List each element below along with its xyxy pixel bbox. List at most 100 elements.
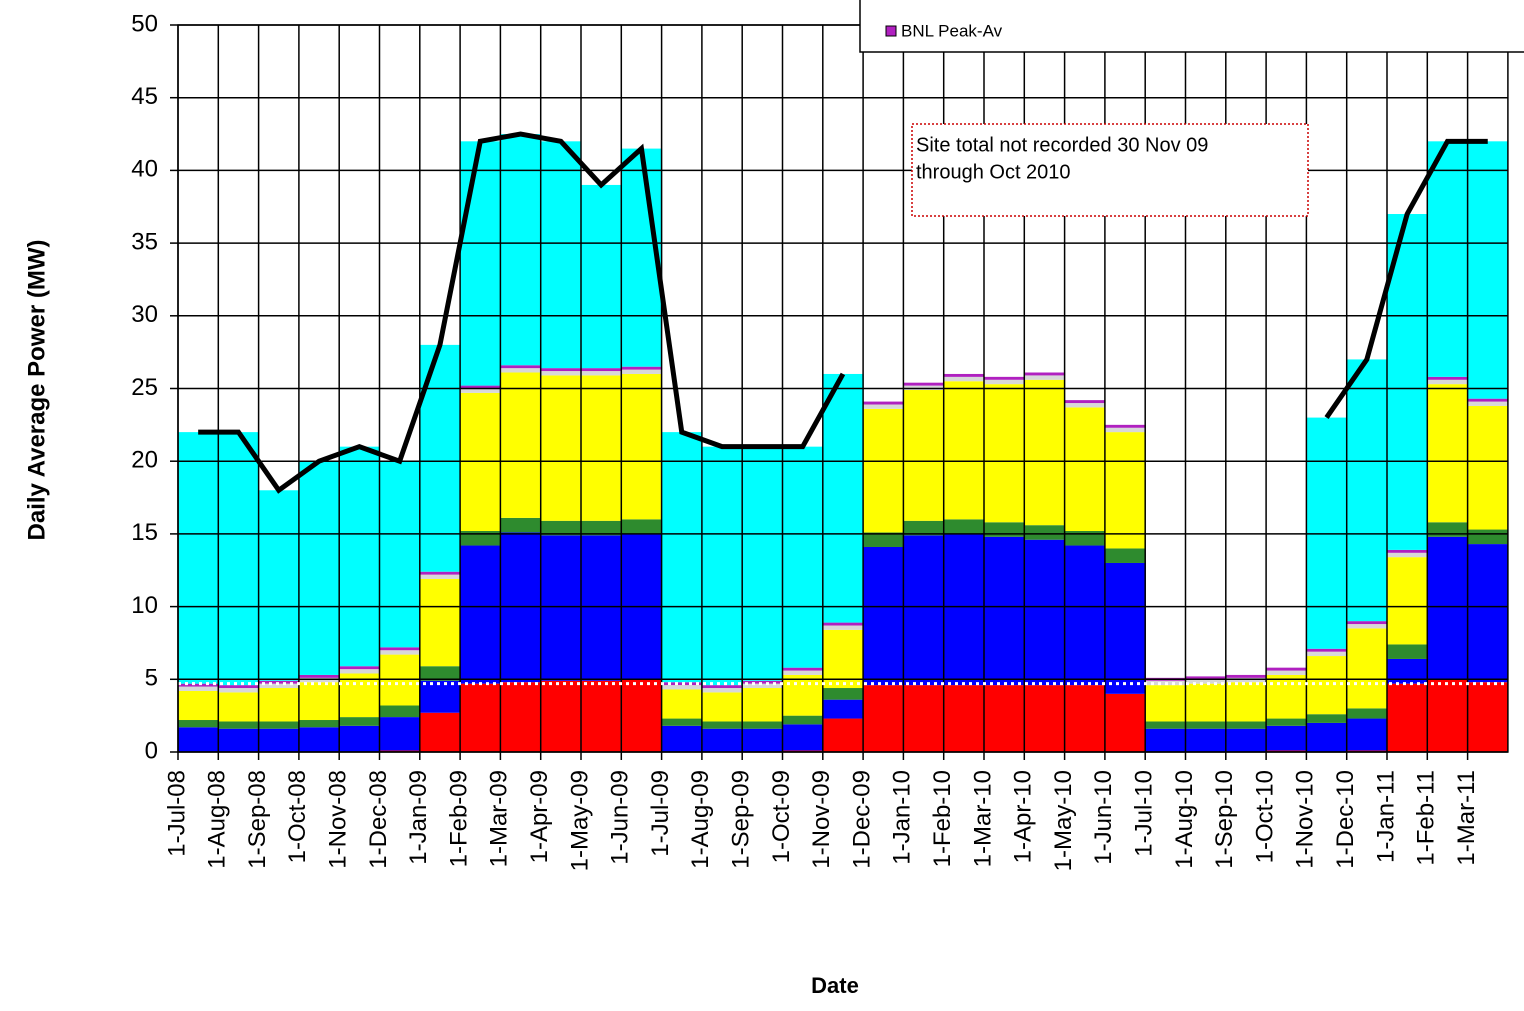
x-tick-label: 1-May-10 bbox=[1050, 770, 1077, 871]
area-segment bbox=[782, 724, 824, 751]
x-tick-label: 1-Apr-10 bbox=[1010, 770, 1037, 863]
x-tick-label: 1-Sep-09 bbox=[728, 770, 755, 869]
area-segment bbox=[1064, 545, 1106, 686]
area-segment bbox=[903, 535, 945, 686]
x-tick-label: 1-Feb-11 bbox=[1413, 770, 1440, 866]
area-segment bbox=[1064, 403, 1106, 408]
y-tick-label: 50 bbox=[131, 10, 158, 37]
y-tick-label: 15 bbox=[131, 519, 158, 546]
area-segment bbox=[863, 404, 904, 409]
area-segment bbox=[298, 727, 340, 752]
area-segment bbox=[500, 372, 542, 518]
y-tick-label: 45 bbox=[131, 83, 158, 110]
x-tick-label: 1-Mar-10 bbox=[969, 770, 996, 867]
area-segment bbox=[863, 546, 904, 686]
area-segment bbox=[1427, 379, 1469, 385]
area-segment bbox=[984, 379, 1025, 385]
x-tick-label: 1-Oct-08 bbox=[284, 770, 311, 863]
area-segment bbox=[581, 184, 622, 369]
area-segment bbox=[943, 376, 985, 382]
area-segment bbox=[1024, 525, 1066, 540]
y-tick-label: 40 bbox=[131, 156, 158, 183]
area-segment bbox=[701, 728, 743, 752]
area-segment bbox=[258, 728, 300, 752]
area-segment bbox=[379, 461, 421, 648]
area-segment bbox=[1427, 376, 1469, 380]
area-segment bbox=[258, 721, 300, 729]
area-segment bbox=[1387, 644, 1428, 659]
x-tick-label: 1-Feb-09 bbox=[445, 770, 472, 867]
area-segment bbox=[1427, 536, 1469, 680]
area-segment bbox=[178, 432, 219, 684]
area-segment bbox=[782, 667, 824, 671]
area-segment bbox=[258, 490, 300, 681]
area-segment bbox=[984, 376, 1025, 380]
area-segment bbox=[1427, 141, 1469, 377]
area-segment bbox=[863, 685, 904, 752]
x-tick-label: 1-May-09 bbox=[566, 770, 593, 871]
area-segment bbox=[218, 688, 260, 693]
area-segment bbox=[1306, 722, 1348, 752]
area-segment bbox=[1387, 683, 1428, 752]
x-tick-label: 1-Feb-10 bbox=[929, 770, 956, 867]
area-segment bbox=[178, 683, 219, 687]
area-segment bbox=[1467, 405, 1509, 530]
area-segment bbox=[984, 685, 1025, 752]
area-segment bbox=[339, 666, 380, 670]
area-segment bbox=[1467, 544, 1509, 683]
legend: BNL Peak-Av bbox=[859, 0, 1524, 53]
area-segment bbox=[379, 705, 421, 718]
area-segment bbox=[540, 680, 582, 752]
area-segment bbox=[500, 517, 542, 533]
area-segment bbox=[460, 388, 501, 393]
area-segment bbox=[1387, 549, 1428, 553]
area-segment bbox=[1064, 400, 1106, 404]
x-tick-label: 1-Aug-10 bbox=[1171, 770, 1198, 869]
area-segment bbox=[742, 683, 783, 689]
area-segment bbox=[903, 685, 945, 752]
area-segment bbox=[661, 685, 703, 690]
area-segment bbox=[298, 720, 340, 728]
area-segment bbox=[1104, 432, 1146, 549]
area-segment bbox=[782, 715, 824, 725]
area-segment bbox=[903, 520, 945, 536]
annotation-text: through Oct 2010 bbox=[916, 161, 1071, 183]
area-segment bbox=[742, 688, 783, 722]
y-tick-label: 10 bbox=[131, 592, 158, 619]
area-segment bbox=[621, 373, 663, 520]
area-segment bbox=[339, 669, 380, 674]
area-segment bbox=[1467, 401, 1509, 406]
legend-label: BNL Peak-Av bbox=[901, 21, 1003, 40]
area-segment bbox=[540, 375, 582, 521]
area-segment bbox=[1024, 539, 1066, 686]
area-segment bbox=[822, 699, 864, 719]
area-segment bbox=[742, 446, 783, 681]
x-tick-label: 1-Jun-10 bbox=[1090, 770, 1117, 865]
area-segment bbox=[581, 520, 622, 536]
area-segment bbox=[1225, 721, 1267, 729]
x-tick-label: 1-Jul-10 bbox=[1131, 770, 1158, 857]
area-segment bbox=[1064, 685, 1106, 752]
area-segment bbox=[863, 532, 904, 547]
area-segment bbox=[500, 134, 542, 366]
area-segment bbox=[984, 536, 1025, 686]
area-segment bbox=[621, 519, 663, 534]
area-segment bbox=[1346, 359, 1388, 622]
area-segment bbox=[460, 141, 501, 386]
area-segment bbox=[1266, 725, 1307, 751]
area-segment bbox=[1427, 679, 1469, 752]
area-segment bbox=[1104, 562, 1146, 694]
area-segment bbox=[1024, 685, 1066, 752]
area-segment bbox=[581, 535, 622, 681]
area-segment bbox=[540, 535, 582, 681]
area-segment bbox=[1387, 557, 1428, 645]
area-segment bbox=[1104, 548, 1146, 563]
area-segment bbox=[379, 647, 421, 651]
area-segment bbox=[178, 727, 219, 752]
area-segment bbox=[1145, 685, 1186, 722]
area-segment bbox=[1104, 693, 1146, 752]
area-segment bbox=[581, 680, 622, 752]
area-segment bbox=[258, 688, 300, 722]
area-segment bbox=[661, 432, 703, 683]
